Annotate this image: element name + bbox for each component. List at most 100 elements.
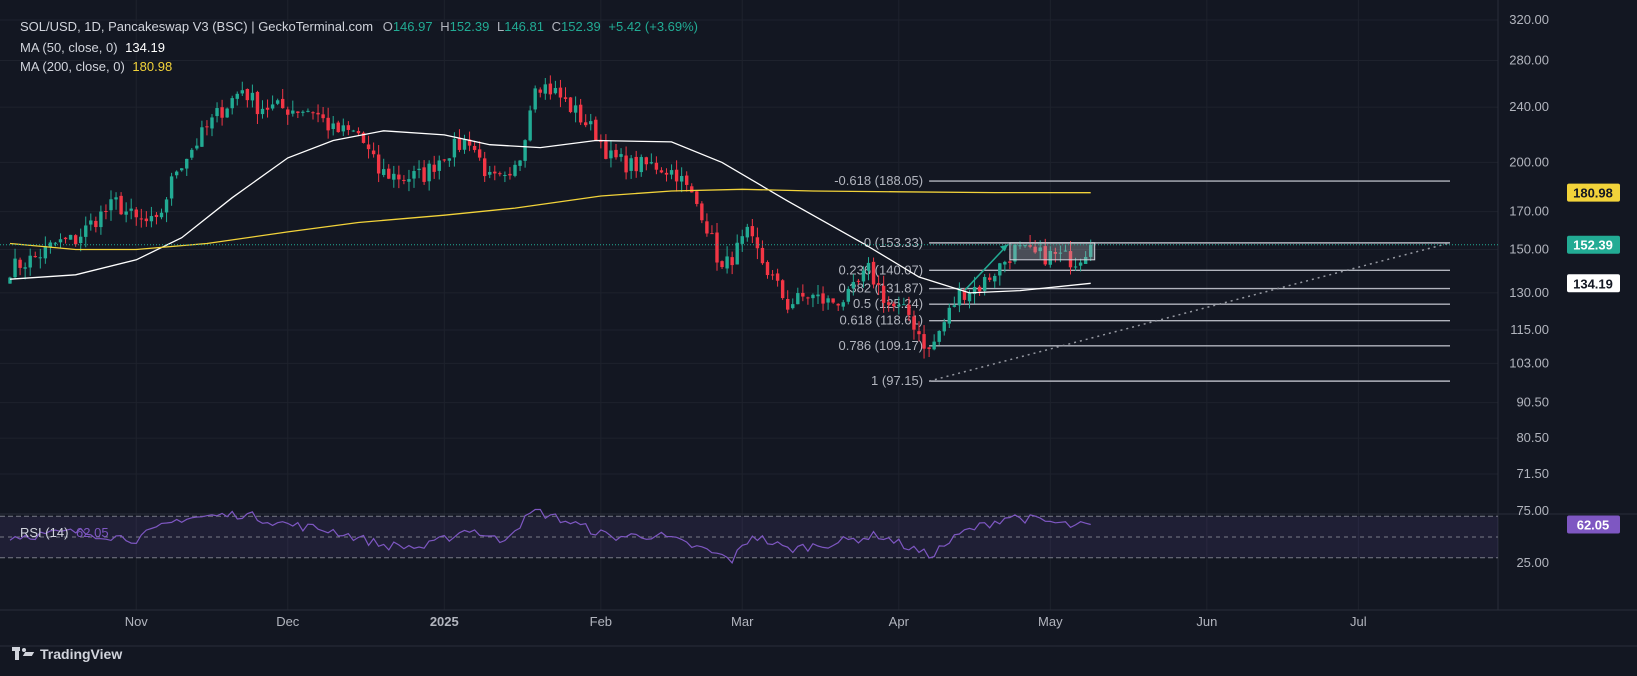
candle-down bbox=[563, 97, 568, 99]
candle-up bbox=[745, 226, 749, 238]
candle-down bbox=[442, 159, 446, 161]
fibonacci-retracement: -0.618 (188.05) 0 (153.33) 0.236 (140.07) 0… bbox=[834, 173, 1450, 388]
candle-up bbox=[23, 267, 27, 269]
candle-down bbox=[831, 298, 835, 303]
candle-up bbox=[210, 117, 214, 129]
candle-down bbox=[962, 289, 967, 300]
candle-up bbox=[306, 110, 310, 112]
candle-down bbox=[63, 237, 68, 240]
candle-up bbox=[518, 160, 522, 166]
candle-down bbox=[154, 214, 159, 218]
trend-arrow bbox=[963, 244, 1009, 292]
y-tick-label: 280.00 bbox=[1509, 52, 1549, 67]
candle-down bbox=[104, 211, 108, 213]
candle-down bbox=[821, 293, 825, 304]
ma200-price-tag: 180.98 bbox=[1573, 186, 1613, 201]
ma200-legend: MA (200, close, 0) 180.98 bbox=[20, 59, 172, 74]
candle-down bbox=[695, 191, 699, 204]
candle-down bbox=[508, 173, 512, 176]
candle-up bbox=[250, 92, 255, 101]
candle-down bbox=[205, 126, 209, 128]
candle-up bbox=[240, 90, 244, 94]
candle-up bbox=[392, 173, 396, 180]
candle-down bbox=[316, 112, 320, 115]
y-tick-label: 150.00 bbox=[1509, 242, 1549, 257]
candle-up bbox=[972, 286, 977, 295]
dotted-trendline bbox=[928, 242, 1451, 382]
candle-down bbox=[472, 145, 477, 150]
x-tick-label: Jul bbox=[1350, 614, 1367, 629]
low-label: L bbox=[496, 19, 505, 34]
candle-down bbox=[654, 162, 659, 170]
candle-down bbox=[887, 302, 891, 305]
candle-up bbox=[84, 225, 88, 237]
candle-up bbox=[275, 100, 280, 104]
candle-up bbox=[341, 125, 345, 132]
candle-down bbox=[674, 169, 679, 182]
candle-up bbox=[89, 220, 93, 225]
candle-up bbox=[230, 98, 234, 109]
candle-down bbox=[977, 286, 982, 292]
candle-up bbox=[68, 234, 73, 240]
candle-up bbox=[1089, 244, 1093, 257]
candle-down bbox=[255, 91, 260, 115]
candle-up bbox=[13, 258, 17, 278]
candle-down bbox=[245, 88, 250, 101]
rsi-tick-label: 25.00 bbox=[1516, 555, 1549, 570]
candle-up bbox=[1023, 245, 1027, 247]
candle-down bbox=[659, 170, 664, 173]
candle-up bbox=[1013, 244, 1017, 262]
candle-up bbox=[38, 257, 42, 259]
candle-down bbox=[371, 150, 376, 155]
candle-up bbox=[826, 298, 830, 303]
candle-down bbox=[801, 292, 805, 297]
candle-up bbox=[412, 171, 416, 179]
candle-down bbox=[1043, 246, 1047, 265]
candle-down bbox=[397, 174, 401, 180]
tradingview-brand[interactable]: TradingView bbox=[12, 646, 122, 662]
candle-down bbox=[927, 347, 931, 349]
candle-up bbox=[619, 154, 623, 157]
candle-down bbox=[584, 122, 588, 126]
candle-down bbox=[604, 141, 608, 159]
ma50-legend: MA (50, close, 0) 134.19 bbox=[20, 40, 165, 55]
candle-up bbox=[488, 171, 492, 175]
candle-up bbox=[982, 276, 987, 291]
ma50-price-tag: 134.19 bbox=[1573, 276, 1613, 291]
candle-up bbox=[215, 108, 219, 117]
candle-down bbox=[988, 277, 992, 280]
y-tick-label: 170.00 bbox=[1509, 204, 1549, 219]
candle-down bbox=[912, 316, 916, 330]
change-value: +5.42 (+3.69%) bbox=[608, 19, 699, 34]
candle-up bbox=[947, 307, 951, 324]
candle-down bbox=[321, 114, 325, 119]
candle-down bbox=[881, 285, 886, 303]
candle-up bbox=[932, 341, 936, 350]
y-tick-label: 320.00 bbox=[1509, 12, 1549, 27]
open-value: 146.97 bbox=[392, 19, 433, 34]
candle-down bbox=[765, 262, 770, 276]
x-tick-label: Apr bbox=[889, 614, 910, 629]
candle-up bbox=[174, 171, 179, 176]
candle-up bbox=[109, 199, 113, 211]
candle-down bbox=[594, 119, 598, 141]
ma200-value: 180.98 bbox=[132, 59, 173, 74]
candle-down bbox=[578, 104, 583, 123]
candle-down bbox=[806, 297, 810, 299]
candle-up bbox=[841, 302, 845, 307]
candle-down bbox=[634, 156, 638, 172]
candle-up bbox=[528, 110, 532, 141]
candle-down bbox=[134, 209, 138, 218]
candle-down bbox=[402, 179, 406, 182]
candle-up bbox=[437, 160, 441, 171]
candle-down bbox=[538, 89, 542, 93]
candle-up bbox=[447, 158, 452, 161]
candle-up bbox=[851, 281, 856, 289]
candle-up bbox=[629, 158, 633, 171]
candle-up bbox=[553, 88, 558, 94]
candle-down bbox=[922, 334, 926, 349]
fib-level-label: 0.382 (131.87) bbox=[839, 281, 924, 296]
candle-up bbox=[1078, 262, 1083, 266]
